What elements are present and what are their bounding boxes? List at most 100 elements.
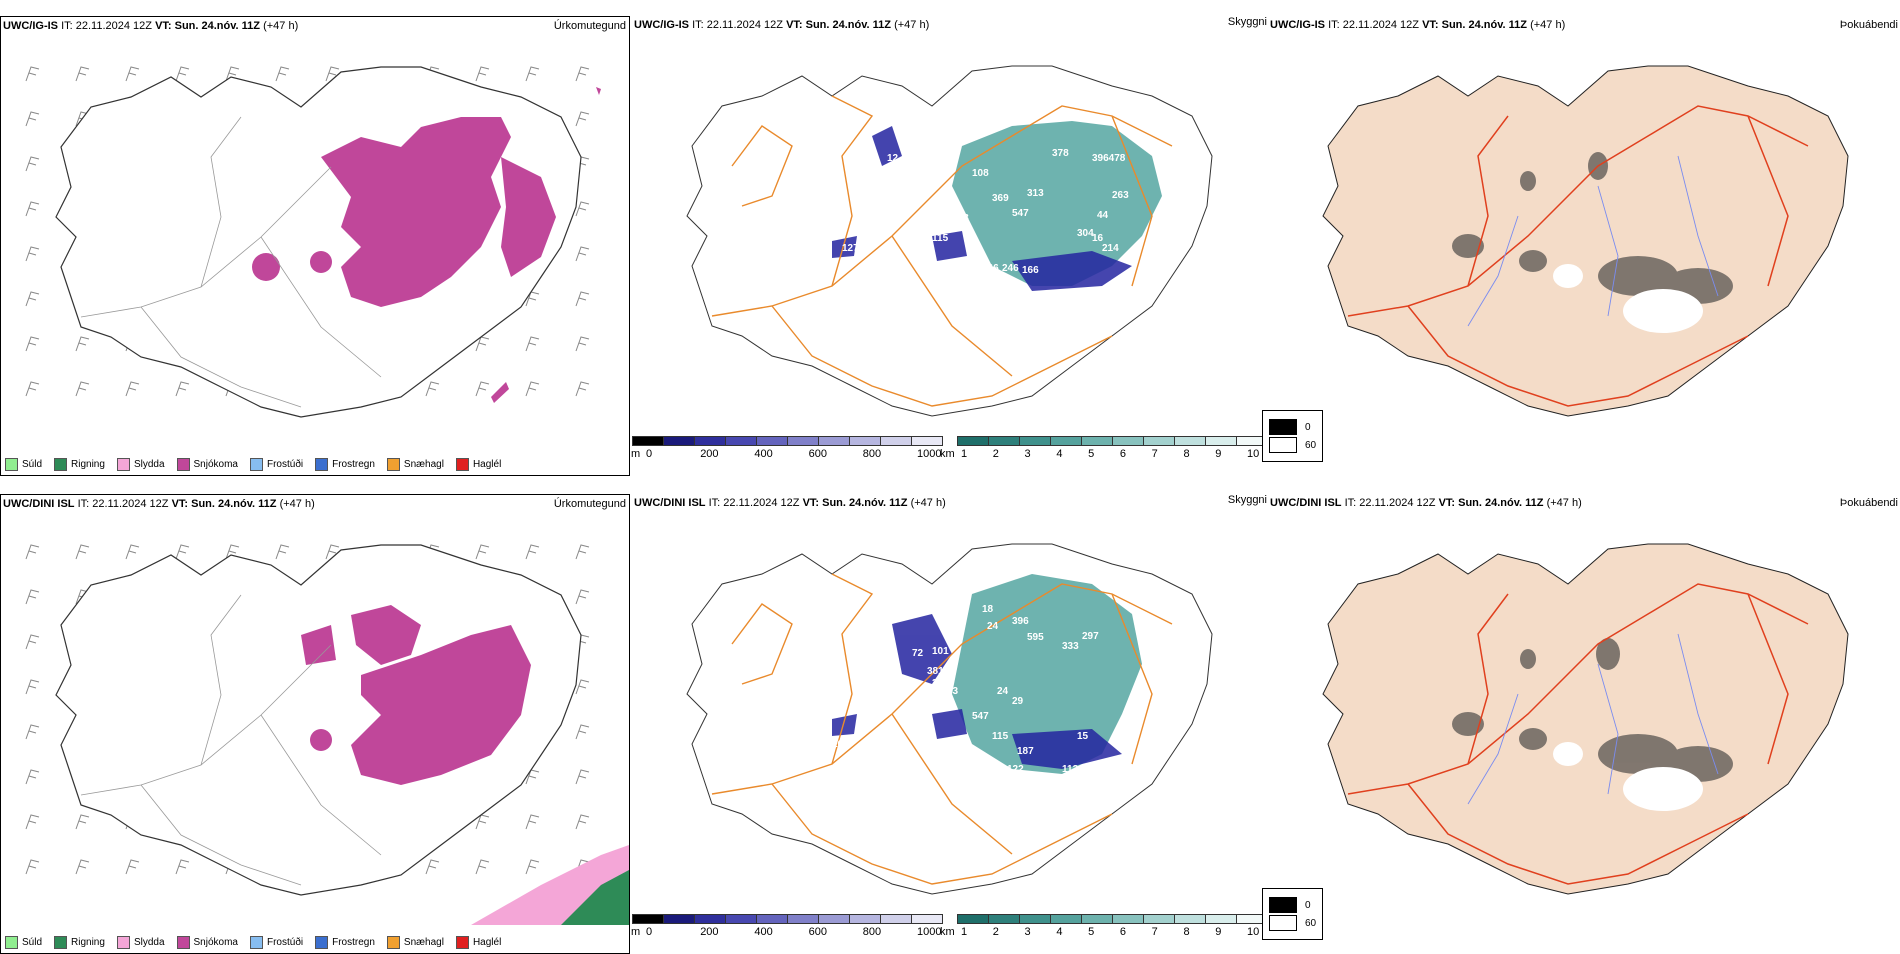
vt-label: VT:: [171, 498, 189, 510]
visibility-ticks: 1 2 3 4 5 6 7 8 9 10: [957, 448, 1260, 462]
colorbar-segment: [818, 914, 849, 924]
cloud-base-label: 44: [1097, 210, 1109, 221]
legend-item: Rigning: [54, 936, 105, 949]
it-label: IT:: [708, 497, 721, 509]
wind-barb: [525, 859, 540, 875]
legend-label: Rigning: [71, 937, 105, 948]
road-network: [80, 116, 382, 408]
road-network: [711, 95, 1173, 407]
cloud-base-label: 108: [882, 736, 899, 747]
colorbar-tick-label: 9: [1215, 926, 1222, 938]
low-visibility-areas: [952, 574, 1142, 774]
colorbar-tick-label: 7: [1151, 448, 1158, 460]
colorbar-segment: [880, 914, 911, 924]
lead-time: (+47 h): [263, 20, 299, 32]
coverage-label: 60: [1305, 917, 1317, 929]
lead-time: (+47 h): [279, 498, 315, 510]
colorbar-tick-label: 8: [1183, 926, 1190, 938]
colorbar-segment: [1081, 914, 1112, 924]
colorbar-tick-label: 800: [862, 448, 882, 460]
it-label: IT:: [77, 498, 90, 510]
colorbar-tick-label: 1: [961, 926, 968, 938]
legend-label: Súld: [22, 937, 43, 948]
it-value: 22.11.2024 12Z: [723, 497, 800, 509]
it-label: IT:: [61, 20, 73, 32]
visibility-cloudbase-panel-row2: UWC/DINI ISL IT: 22.11.2024 12Z VT: Sun.…: [631, 494, 1268, 954]
coverage-swatch: [1269, 897, 1297, 913]
panel-title: Skyggni: [1227, 16, 1267, 28]
wind-barb: [25, 201, 40, 217]
cloud-base-label: 24: [997, 686, 1009, 697]
vt-value: Sun. 24.nóv. 11Z: [1458, 497, 1544, 509]
colorbar-tick-label: 1000: [917, 448, 942, 460]
coverage-label: 60: [1305, 439, 1317, 451]
panel-header: UWC/IG-IS IT: 22.11.2024 12Z VT: Sun. 24…: [1270, 19, 1565, 31]
legend-label: Snjókoma: [193, 459, 238, 470]
legend-label: Slydda: [133, 459, 165, 470]
colorbar-segment: [988, 436, 1019, 446]
cloud-base-label: 304: [1077, 228, 1094, 239]
colorbar-tick-label: 6: [1119, 926, 1126, 938]
wind-barb: [475, 859, 490, 875]
it-label: IT:: [1328, 19, 1340, 31]
vt-value: Sun. 24.nóv. 11Z: [822, 497, 908, 509]
colorbar-segment: [1050, 914, 1081, 924]
colorbar-segment: [1081, 436, 1112, 446]
colorbar-tick-label: 8: [1183, 448, 1190, 460]
wind-barb: [75, 859, 90, 875]
legend-label: Frostregn: [332, 937, 375, 948]
colorbar-segment: [911, 914, 943, 924]
vt-label: VT:: [1422, 19, 1439, 31]
wind-barb: [125, 381, 140, 397]
legend-item: Snæhagl: [386, 458, 444, 471]
cloud-base-label: 29: [1012, 696, 1024, 707]
cloud-base-label: 462: [947, 626, 964, 637]
cloud-base-label: 263: [1112, 190, 1129, 201]
cloud-base-label: 128: [892, 263, 909, 274]
panel-header: UWC/DINI ISL IT: 22.11.2024 12Z VT: Sun.…: [1270, 497, 1582, 509]
legend-swatch: [5, 458, 18, 471]
legend-item: Frostregn: [315, 458, 375, 471]
colorbar-segment: [1050, 436, 1081, 446]
cloud-base-label: 595: [1027, 632, 1044, 643]
cloud-base-label: 193: [957, 764, 974, 775]
cloud-base-label: 90: [847, 148, 859, 159]
legend-item: Slydda: [116, 936, 165, 949]
colorbar-tick-label: 10: [1247, 448, 1260, 460]
colorbar-segment: [1205, 436, 1236, 446]
legend-item: Haglél: [455, 936, 501, 949]
colorbar-segment: [756, 436, 787, 446]
panel-header: UWC/IG-IS IT: 22.11.2024 12Z VT: Sun. 24…: [634, 19, 929, 31]
snow-areas: [252, 87, 601, 403]
cloud-base-label: 139: [897, 233, 914, 244]
cloud-base-label: 396478: [1092, 153, 1126, 164]
colorbar-tick-label: 4: [1056, 448, 1063, 460]
colorbar-segment: [1143, 436, 1174, 446]
lead-time: (+47 h): [1530, 19, 1566, 31]
wind-barb: [575, 544, 590, 560]
cloud-base-label: 125: [932, 751, 949, 762]
wind-barb: [75, 66, 90, 82]
it-value: 22.11.2024 12Z: [1359, 497, 1436, 509]
legend-label: Haglél: [472, 459, 502, 470]
road-network: [1347, 105, 1809, 407]
cloud-base-label: 166: [1022, 265, 1039, 276]
wind-barb: [575, 381, 590, 397]
panel-header: UWC/DINI ISL IT: 22.11.2024 12Z VT: Sun.…: [3, 498, 315, 510]
fog-areas: [1452, 638, 1733, 782]
cloud-base-label: 72: [912, 648, 924, 659]
panel-title: Úrkomutegund: [553, 20, 626, 32]
iceland-outline: [55, 544, 582, 896]
coverage-legend-item: 0: [1269, 419, 1316, 435]
legend-swatch: [455, 936, 469, 949]
wind-barb: [75, 814, 90, 830]
legend-item: Frostúði: [249, 458, 303, 471]
colorbar-segment: [632, 914, 663, 924]
wind-barb: [25, 544, 40, 560]
colorbar-tick-label: 9: [1215, 448, 1222, 460]
colorbar-tick-label: 3: [1024, 926, 1031, 938]
wind-barb: [525, 544, 540, 560]
colorbar-segment: [957, 436, 988, 446]
wind-barb: [25, 66, 40, 82]
